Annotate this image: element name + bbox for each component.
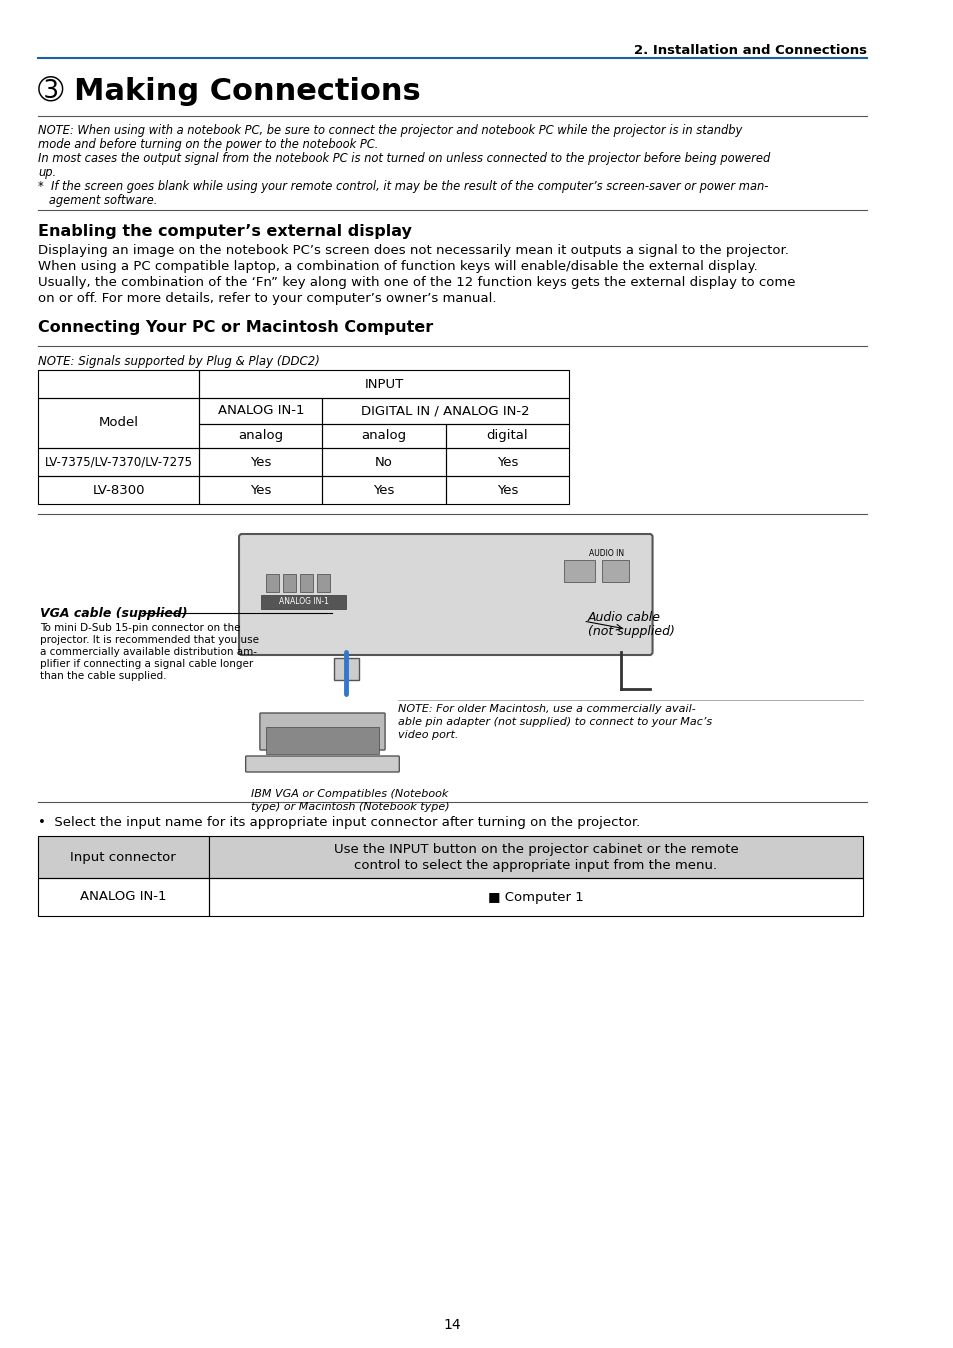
FancyBboxPatch shape [259,713,385,749]
Bar [334,658,358,679]
Bar [260,594,346,609]
Text: Enabling the computer’s external display: Enabling the computer’s external display [38,224,412,239]
Bar [38,878,209,917]
Text: mode and before turning on the power to the notebook PC.: mode and before turning on the power to … [38,137,378,151]
Text: Usually, the combination of the ‘Fn” key along with one of the 12 function keys : Usually, the combination of the ‘Fn” key… [38,276,795,288]
Text: INPUT: INPUT [364,377,403,391]
Bar [322,476,445,504]
Text: DIGITAL IN / ANALOG IN-2: DIGITAL IN / ANALOG IN-2 [361,404,530,418]
Text: ANALOG IN-1: ANALOG IN-1 [217,404,304,418]
Text: plifier if connecting a signal cable longer: plifier if connecting a signal cable lon… [40,659,253,669]
Text: analog: analog [361,430,406,442]
Text: NOTE: Signals supported by Plug & Play (DDC2): NOTE: Signals supported by Plug & Play (… [38,355,319,368]
Text: type) or Macintosh (Notebook type): type) or Macintosh (Notebook type) [251,802,450,811]
Text: on or off. For more details, refer to your computer’s owner’s manual.: on or off. For more details, refer to yo… [38,293,496,305]
Text: In most cases the output signal from the notebook PC is not turned on unless con: In most cases the output signal from the… [38,152,769,164]
Text: 14: 14 [443,1318,460,1332]
Bar [209,878,862,917]
Text: AUDIO IN: AUDIO IN [589,549,624,558]
Bar [445,476,569,504]
Text: Input connector: Input connector [71,851,176,864]
Text: control to select the appropriate input from the menu.: control to select the appropriate input … [354,859,717,872]
Text: Yes: Yes [250,484,272,496]
Bar [38,476,199,504]
Text: When using a PC compatible laptop, a combination of function keys will enable/di: When using a PC compatible laptop, a com… [38,260,757,274]
Bar [564,559,594,582]
Bar [38,448,199,476]
Bar [199,476,322,504]
Text: IBM VGA or Compatibles (Notebook: IBM VGA or Compatibles (Notebook [251,789,448,799]
Text: able pin adapter (not supplied) to connect to your Mac’s: able pin adapter (not supplied) to conne… [398,717,712,727]
Bar [322,398,569,425]
Text: Displaying an image on the notebook PC’s screen does not necessarily mean it out: Displaying an image on the notebook PC’s… [38,244,788,257]
Bar [199,369,569,398]
Text: ANALOG IN-1: ANALOG IN-1 [80,891,167,903]
Bar [322,448,445,476]
Text: Audio cable: Audio cable [587,611,660,624]
Bar [282,574,295,592]
Bar [199,425,322,448]
Text: ➂ Making Connections: ➂ Making Connections [38,75,420,106]
Text: Model: Model [98,417,138,430]
Text: (not supplied): (not supplied) [587,625,674,638]
Bar [601,559,628,582]
Bar [316,574,330,592]
Text: VGA cable (supplied): VGA cable (supplied) [40,607,188,620]
FancyBboxPatch shape [246,756,399,772]
Text: NOTE: For older Macintosh, use a commercially avail-: NOTE: For older Macintosh, use a commerc… [398,704,696,714]
Text: Connecting Your PC or Macintosh Computer: Connecting Your PC or Macintosh Computer [38,319,433,336]
Text: Yes: Yes [497,484,517,496]
Bar [299,574,313,592]
Text: LV-8300: LV-8300 [92,484,145,496]
Bar [199,448,322,476]
Text: analog: analog [238,430,283,442]
Text: *  If the screen goes blank while using your remote control, it may be the resul: * If the screen goes blank while using y… [38,181,767,193]
Text: No: No [375,456,393,469]
Text: Yes: Yes [250,456,272,469]
Text: •  Select the input name for its appropriate input connector after turning on th: • Select the input name for its appropri… [38,816,639,829]
Text: projector. It is recommended that you use: projector. It is recommended that you us… [40,635,258,644]
Text: ■ Computer 1: ■ Computer 1 [488,891,583,903]
Bar [445,448,569,476]
Bar [445,425,569,448]
Bar [38,369,199,398]
Text: 2. Installation and Connections: 2. Installation and Connections [633,44,866,57]
Text: Yes: Yes [373,484,395,496]
Bar [265,574,278,592]
Text: a commercially available distribution am-: a commercially available distribution am… [40,647,256,656]
Text: than the cable supplied.: than the cable supplied. [40,671,166,681]
Bar [265,727,379,754]
Bar [38,398,199,448]
Bar [209,836,862,878]
Text: Use the INPUT button on the projector cabinet or the remote: Use the INPUT button on the projector ca… [334,842,738,856]
Text: up.: up. [38,166,56,179]
Bar [199,398,322,425]
Text: Yes: Yes [497,456,517,469]
Bar [38,836,209,878]
Bar [322,425,445,448]
Text: ANALOG IN-1: ANALOG IN-1 [278,597,328,607]
Text: video port.: video port. [398,731,458,740]
Text: To mini D-Sub 15-pin connector on the: To mini D-Sub 15-pin connector on the [40,623,240,634]
Text: digital: digital [486,430,528,442]
Text: LV-7375/LV-7370/LV-7275: LV-7375/LV-7370/LV-7275 [45,456,193,469]
FancyBboxPatch shape [239,534,652,655]
Text: agement software.: agement software. [38,194,157,208]
Text: NOTE: When using with a notebook PC, be sure to connect the projector and notebo: NOTE: When using with a notebook PC, be … [38,124,741,137]
